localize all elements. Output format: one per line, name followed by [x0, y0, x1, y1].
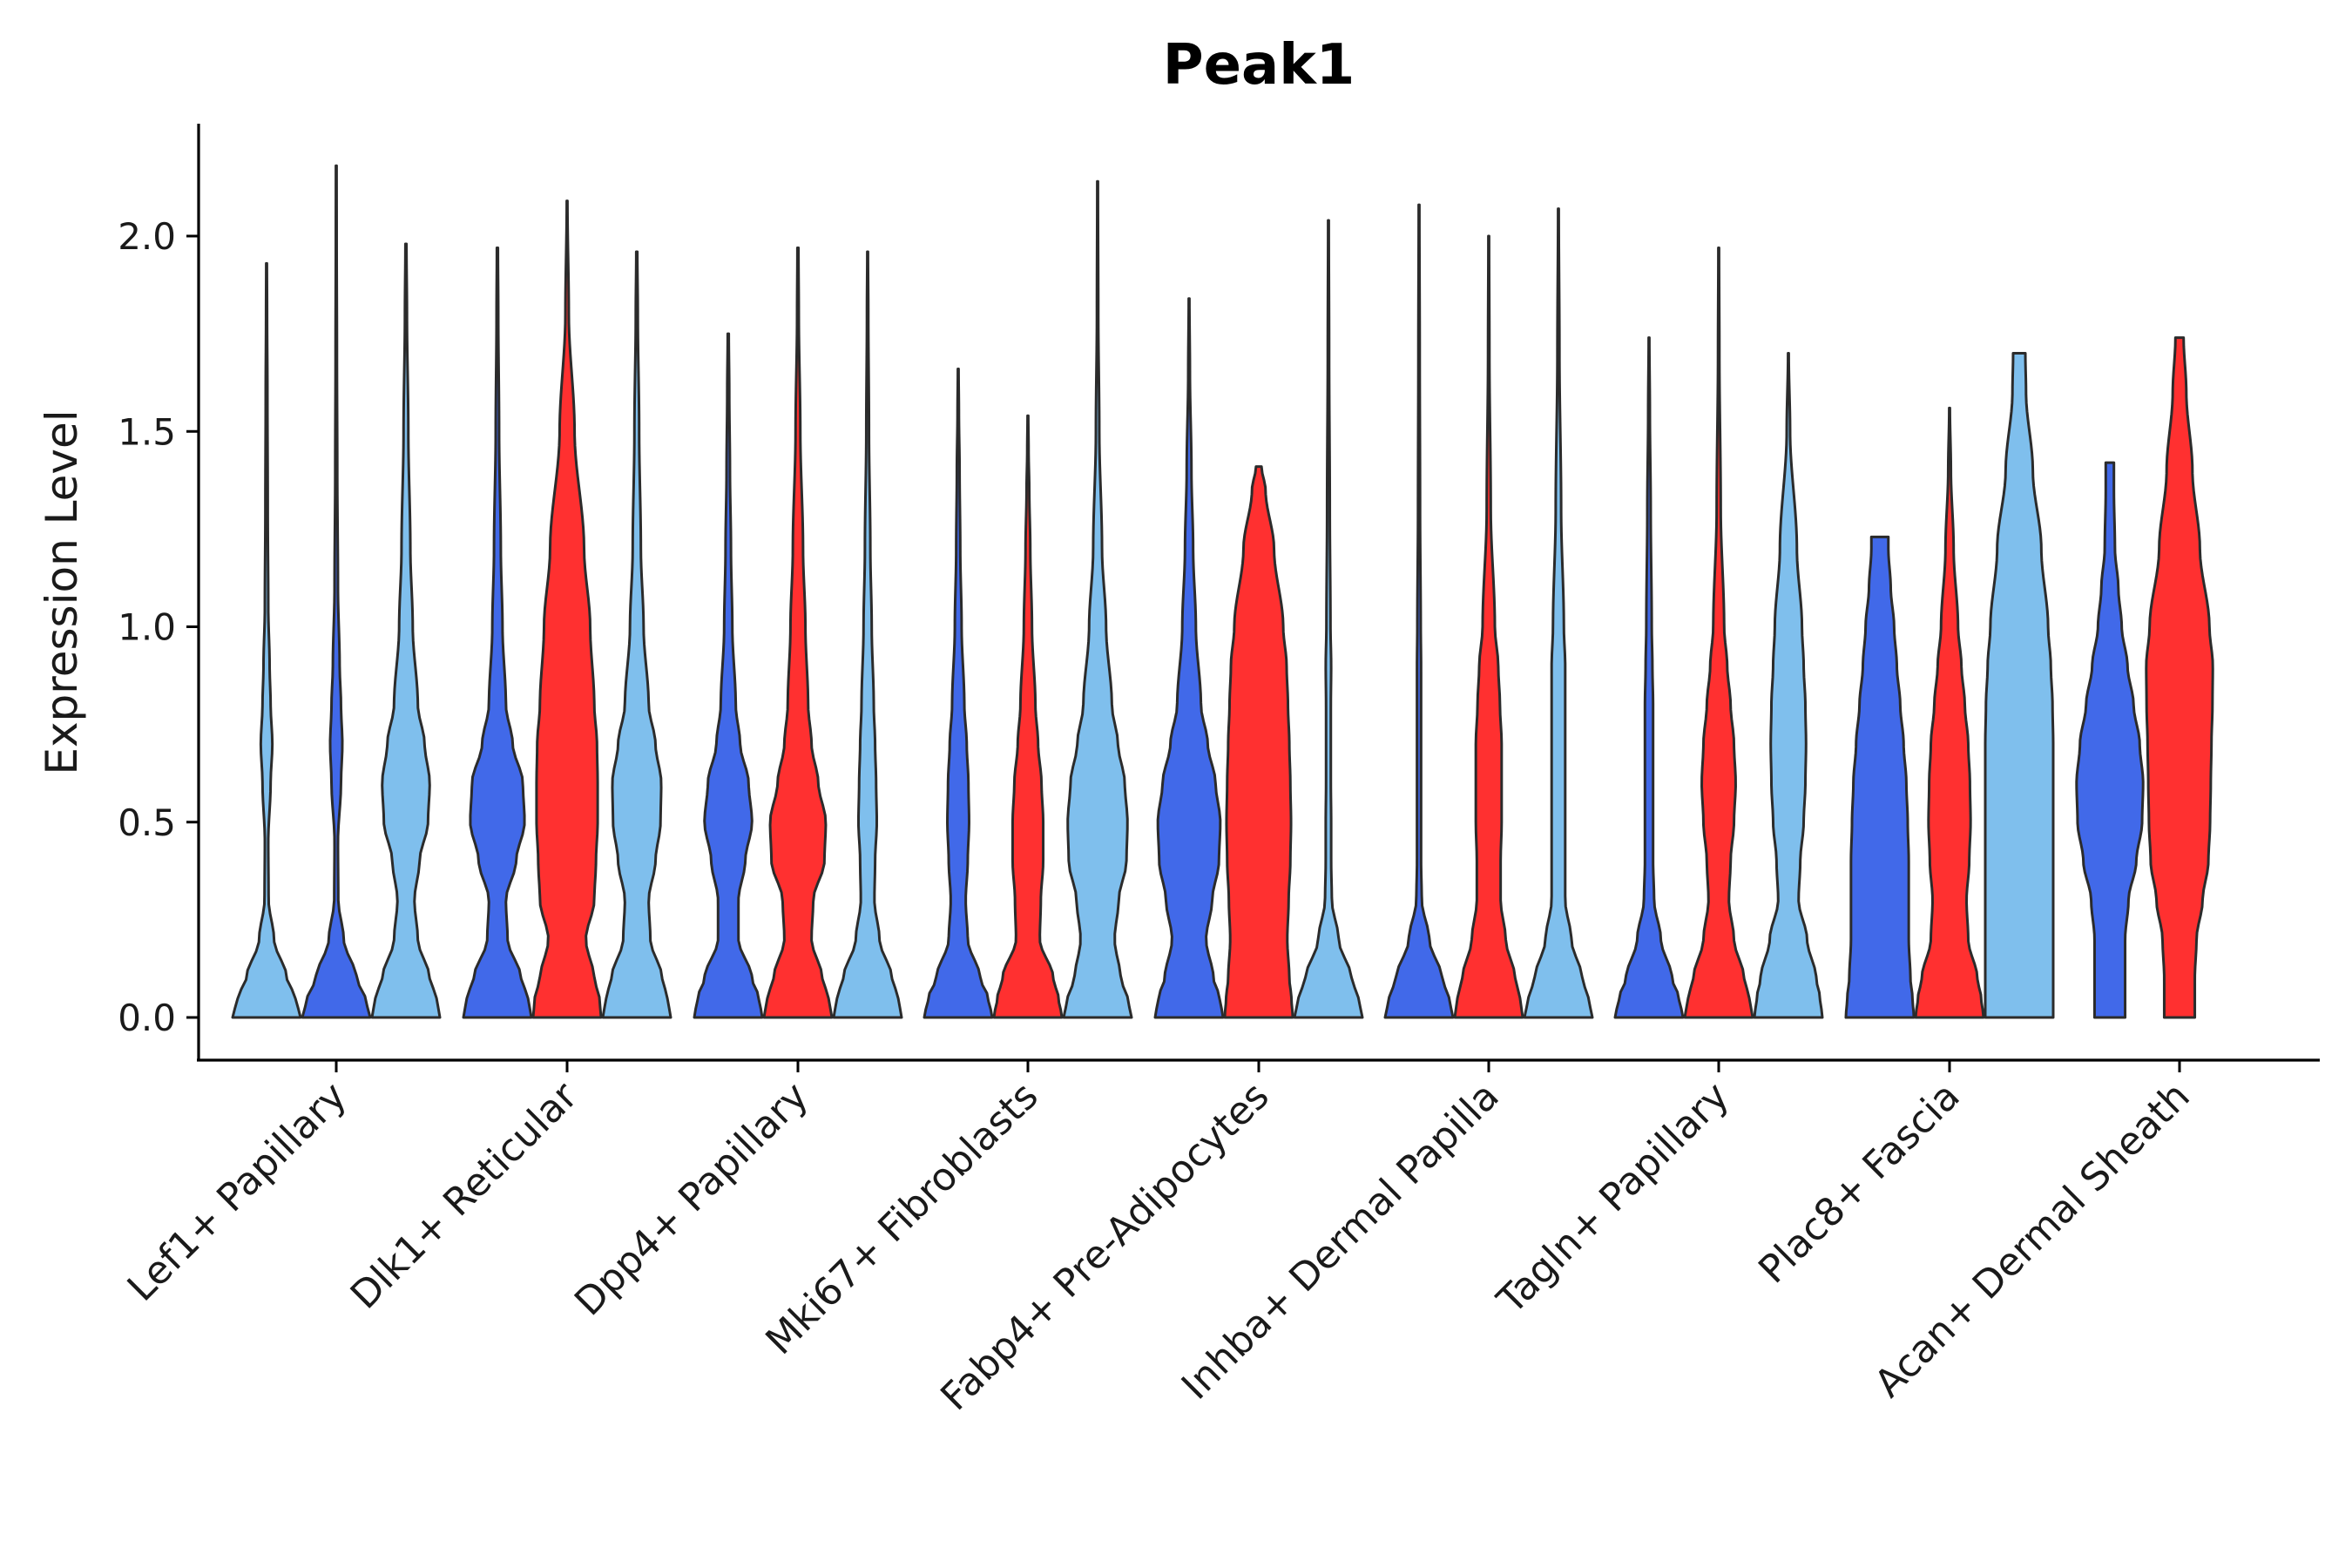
x-tick-label: Tagln+ Papillary [1489, 1074, 1738, 1323]
violin-dlk1-reticular-2 [531, 199, 603, 1019]
y-tick-label: 0.5 [118, 801, 176, 844]
violin-plac8-fascia-2 [1914, 406, 1985, 1019]
violin-lef1-papillary-1 [231, 261, 302, 1019]
violin-tagln-papillary-3 [1523, 207, 1594, 1019]
violin-mki67-fibroblasts-2 [992, 414, 1064, 1019]
chart-title: Peak1 [1163, 33, 1355, 98]
x-tick-label: Dpp4+ Papillary [566, 1074, 817, 1325]
y-ticks-layer: 0.0 0.5 1.0 1.5 2.0 [118, 215, 199, 1039]
violins-layer [231, 164, 2214, 1019]
x-tick-label: Dlk1+ Reticular [342, 1073, 587, 1318]
violin-dpp4-papillary-1 [693, 332, 764, 1019]
violin-mki67-fibroblasts-3 [832, 250, 903, 1019]
violin-dpp4-papillary-3 [601, 250, 672, 1019]
violin-tagln-papillary-1 [1613, 336, 1685, 1019]
violin-inhba-dermal-papilla-3 [1293, 219, 1364, 1019]
y-axis-label: Expression Level [37, 409, 87, 774]
violin-fabp4-pre-adipocytes-2 [1223, 465, 1294, 1019]
y-tick-label: 0.0 [118, 997, 176, 1039]
violin-plac8-fascia-1 [1844, 535, 1916, 1019]
violin-mki67-fibroblasts-1 [923, 367, 994, 1019]
violin-plac8-fascia-3 [1753, 352, 1824, 1019]
violin-inhba-dermal-papilla-2 [1453, 234, 1524, 1019]
violin-fabp4-pre-adipocytes-3 [1062, 179, 1133, 1019]
violin-fabp4-pre-adipocytes-1 [1153, 297, 1225, 1019]
y-tick-label: 1.0 [118, 606, 176, 649]
x-tick-label: Plac8+ Fascia [1750, 1074, 1969, 1293]
violin-dlk1-reticular-1 [462, 246, 533, 1019]
violin-acan-dermal-sheath-1 [2075, 461, 2145, 1019]
violin-dpp4-papillary-2 [762, 246, 834, 1019]
violin-tagln-papillary-2 [1683, 246, 1754, 1019]
violin-acan-dermal-sheath-3 [1984, 352, 2055, 1019]
y-tick-label: 2.0 [118, 215, 176, 258]
violin-dlk1-reticular-3 [370, 242, 442, 1019]
violin-lef1-papillary-2 [301, 164, 372, 1019]
violin-inhba-dermal-papilla-1 [1383, 203, 1455, 1019]
y-tick-label: 1.5 [118, 410, 176, 453]
violin-acan-dermal-sheath-2 [2145, 336, 2214, 1019]
x-tick-label: Lef1+ Papillary [119, 1074, 355, 1310]
